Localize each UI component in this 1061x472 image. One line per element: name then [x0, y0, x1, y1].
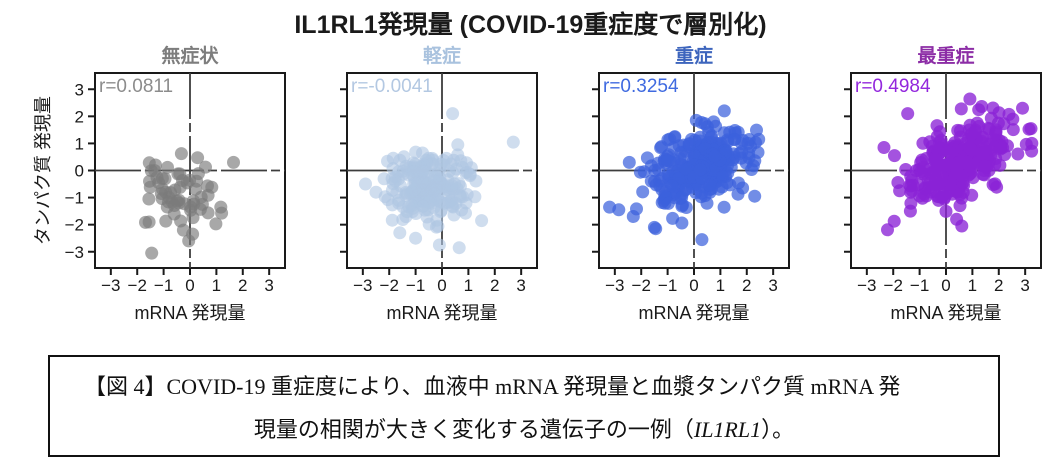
x-tick-label: −2	[128, 276, 147, 295]
y-tick-label: 3	[75, 80, 84, 99]
panel-title-mild: 軽症	[423, 44, 461, 67]
x-tick-label: 3	[1020, 276, 1029, 295]
panel-severe: 重症 r=0.3254 −3 −2 −1 0 1 2 3 mRNA 発現量	[592, 44, 790, 323]
x-tick-label: −3	[605, 276, 624, 295]
x-tick-label: −1	[154, 276, 173, 295]
x-tick-label: −1	[406, 276, 425, 295]
data-points	[603, 104, 766, 247]
caption-line-1: 【図 4】COVID-19 重症度により、血液中 mRNA 発現量と血漿タンパク…	[84, 374, 901, 399]
x-axis-label: mRNA 発現量	[134, 303, 245, 323]
y-tick-label: 1	[75, 134, 84, 153]
panel-most_severe: 最重症 r=0.4984 −3 −2 −1 0 1 2 3 mRNA 発現量	[844, 44, 1042, 323]
y-tick-label: 0	[75, 162, 84, 181]
x-tick-label: −2	[884, 276, 903, 295]
caption-line2-prefix: 現量の相関が大きく変化する遺伝子の一例（	[253, 417, 694, 442]
x-tick-label: 1	[212, 276, 221, 295]
panel-title-most_severe: 最重症	[917, 44, 974, 67]
caption-line2-suffix: ）。	[761, 417, 795, 442]
x-tick-label: 1	[464, 276, 473, 295]
x-tick-label: −3	[101, 276, 120, 295]
x-tick-label: 0	[941, 276, 950, 295]
x-tick-label: 2	[742, 276, 751, 295]
panel-title-severe: 重症	[675, 44, 713, 67]
x-tick-label: 0	[689, 276, 698, 295]
caption-gene-name: IL1RL1	[693, 417, 762, 442]
correlation-label: r=0.4984	[855, 76, 931, 97]
x-tick-label: −2	[632, 276, 651, 295]
figure-title: IL1RL1発現量 (COVID-19重症度で層別化)	[294, 11, 767, 39]
x-tick-label: −3	[857, 276, 876, 295]
x-tick-label: 3	[264, 276, 273, 295]
x-tick-label: 0	[185, 276, 194, 295]
y-tick-label: 2	[75, 107, 84, 126]
x-axis-label: mRNA 発現量	[890, 303, 1001, 323]
y-tick-label: −3	[65, 243, 84, 262]
x-tick-label: 2	[490, 276, 499, 295]
x-tick-label: −1	[910, 276, 929, 295]
correlation-label: r=0.0811	[99, 76, 173, 97]
x-tick-label: 1	[716, 276, 725, 295]
correlation-label: r=-0.0041	[351, 76, 433, 97]
caption-line-2: 現量の相関が大きく変化する遺伝子の一例（IL1RL1）。	[50, 412, 998, 444]
x-tick-label: 2	[238, 276, 247, 295]
x-axis-label: mRNA 発現量	[638, 303, 749, 323]
data-points	[877, 92, 1039, 237]
x-axis-label: mRNA 発現量	[386, 303, 497, 323]
x-tick-label: 2	[994, 276, 1003, 295]
x-tick-label: −3	[353, 276, 372, 295]
panel-mild: 軽症 r=-0.0041 −3 −2 −1 0 1 2 3 mRNA 発現量	[340, 44, 538, 323]
correlation-label: r=0.3254	[603, 76, 679, 97]
y-axis-label: タンパク質 発現量	[33, 96, 53, 245]
data-points	[139, 147, 240, 260]
y-tick-label: −2	[65, 216, 84, 235]
x-tick-label: 0	[437, 276, 446, 295]
x-tick-label: 1	[968, 276, 977, 295]
x-tick-label: −2	[380, 276, 399, 295]
caption-box: 【図 4】COVID-19 重症度により、血液中 mRNA 発現量と血漿タンパク…	[48, 355, 1000, 457]
data-points	[359, 107, 520, 255]
y-tick-label: −1	[65, 189, 84, 208]
x-tick-label: 3	[516, 276, 525, 295]
x-tick-label: 3	[768, 276, 777, 295]
panel-title-asymptomatic: 無症状	[161, 44, 219, 67]
x-tick-label: −1	[658, 276, 677, 295]
scatter-panels-row: 無症状 r=0.0811 −3 −2 −1 0 1 2 3 3 2 1 0 −1 −2 −3 mRNA 発現量タ…	[33, 40, 1045, 330]
